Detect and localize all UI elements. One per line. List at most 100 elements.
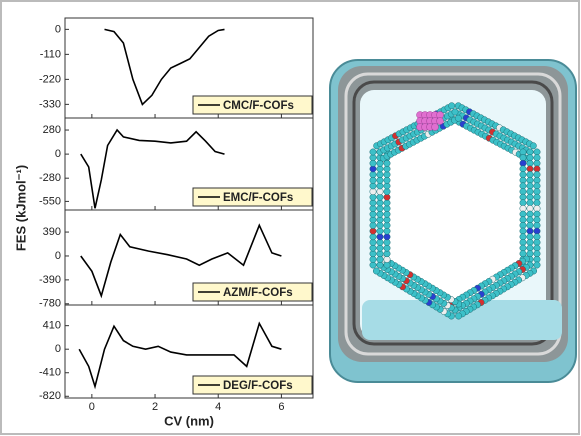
atom bbox=[533, 148, 541, 156]
atom bbox=[448, 102, 456, 110]
x-tick-label: 2 bbox=[152, 401, 158, 413]
atom bbox=[383, 210, 391, 218]
atom bbox=[376, 244, 384, 252]
adsorbate-atom bbox=[436, 117, 444, 125]
atom bbox=[519, 182, 527, 190]
atom bbox=[376, 188, 384, 196]
y-tick-label: -550 bbox=[39, 195, 61, 207]
y-tick-label: 0 bbox=[55, 148, 61, 160]
x-tick-label: 6 bbox=[278, 401, 284, 413]
legend-text: DEG/F-COFs bbox=[223, 380, 293, 392]
atom bbox=[519, 148, 527, 156]
y-tick-label: -280 bbox=[39, 172, 61, 184]
y-tick-label: -820 bbox=[39, 390, 61, 402]
wall-ripple bbox=[352, 80, 554, 346]
atom bbox=[383, 199, 391, 207]
panel-frame bbox=[64, 304, 314, 399]
atom bbox=[533, 210, 541, 218]
atom bbox=[519, 171, 527, 179]
y-tick-label: 0 bbox=[55, 250, 61, 262]
atom bbox=[372, 267, 380, 275]
atom bbox=[376, 227, 384, 235]
x-tick-label: 0 bbox=[89, 401, 95, 413]
atom bbox=[519, 199, 527, 207]
y-tick-label: -110 bbox=[40, 48, 61, 60]
x-tick-label: 4 bbox=[215, 401, 221, 413]
wall-ripple bbox=[344, 72, 562, 356]
y-tick-label: 0 bbox=[55, 343, 61, 355]
atom bbox=[451, 108, 459, 116]
atom bbox=[369, 227, 377, 235]
atom bbox=[533, 171, 541, 179]
atom bbox=[383, 188, 391, 196]
y-tick-label: -410 bbox=[39, 367, 61, 379]
atom bbox=[455, 312, 463, 320]
atom bbox=[454, 114, 462, 122]
y-tick-label: -220 bbox=[39, 73, 61, 85]
atom bbox=[526, 210, 534, 218]
legend-box bbox=[192, 187, 313, 207]
atom bbox=[519, 227, 527, 235]
legend-box bbox=[192, 375, 313, 395]
atom bbox=[533, 238, 541, 246]
atom bbox=[526, 199, 534, 207]
legend-box bbox=[192, 282, 313, 302]
pore bbox=[380, 112, 530, 310]
legend-text: CMC/F-COFs bbox=[223, 100, 294, 112]
atom bbox=[369, 171, 377, 179]
legend-text: AZM/F-COFs bbox=[223, 287, 293, 299]
atom bbox=[533, 199, 541, 207]
atom bbox=[519, 165, 527, 173]
atom bbox=[526, 148, 534, 156]
atom bbox=[526, 227, 534, 235]
atom bbox=[369, 244, 377, 252]
fes-line bbox=[80, 223, 282, 299]
atom bbox=[383, 227, 391, 235]
atom bbox=[519, 238, 527, 246]
molecular-snapshot bbox=[329, 59, 577, 383]
atom bbox=[533, 165, 541, 173]
atom bbox=[369, 210, 377, 218]
atom bbox=[533, 221, 541, 229]
atom bbox=[383, 176, 391, 184]
fes-line bbox=[78, 321, 282, 390]
atom bbox=[526, 182, 534, 190]
atom bbox=[533, 261, 541, 269]
atom bbox=[376, 255, 384, 263]
atom bbox=[526, 165, 534, 173]
atom bbox=[369, 255, 377, 263]
atom bbox=[526, 171, 534, 179]
y-tick-label: 390 bbox=[43, 226, 61, 238]
atom bbox=[519, 221, 527, 229]
atom bbox=[383, 244, 391, 252]
atom bbox=[376, 176, 384, 184]
atom bbox=[369, 199, 377, 207]
atom bbox=[526, 238, 534, 246]
y-tick-label: 410 bbox=[43, 320, 61, 332]
y-tick-label: 0 bbox=[55, 23, 61, 35]
atom bbox=[383, 233, 391, 241]
atom bbox=[383, 255, 391, 263]
atom bbox=[533, 227, 541, 235]
legend-box bbox=[192, 95, 313, 115]
atom bbox=[519, 210, 527, 218]
atom bbox=[369, 148, 377, 156]
legend-text: EMC/F-COFs bbox=[223, 192, 293, 204]
atom bbox=[376, 210, 384, 218]
atom bbox=[383, 171, 391, 179]
x-axis-label: CV (nm) bbox=[164, 413, 214, 428]
box-floor bbox=[362, 300, 562, 340]
plots: 0 -110 -220 -330 CMC/F-COFs 280 0 -280 -550 EMC/F… bbox=[39, 17, 314, 428]
y-axis-label: FES (kJmol⁻¹) bbox=[13, 165, 28, 251]
atom bbox=[376, 233, 384, 241]
y-tick-label: 280 bbox=[43, 124, 61, 136]
y-tick-label: -390 bbox=[39, 274, 61, 286]
atom bbox=[369, 233, 377, 241]
fes-line bbox=[104, 28, 225, 106]
atom bbox=[369, 159, 377, 167]
atom bbox=[369, 176, 377, 184]
atom bbox=[369, 188, 377, 196]
fes-line bbox=[80, 128, 225, 209]
atom bbox=[533, 182, 541, 190]
